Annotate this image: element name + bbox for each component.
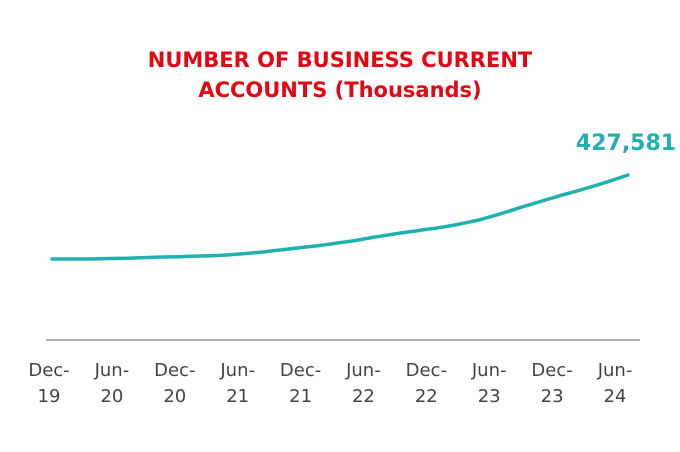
x-tick-month: Jun-: [471, 360, 507, 381]
x-tick-label: Jun- 20: [94, 360, 130, 407]
x-tick-year: 20: [163, 386, 186, 407]
x-tick-year: 24: [604, 386, 627, 407]
x-tick-year: 20: [100, 386, 123, 407]
x-tick-year: 23: [541, 386, 564, 407]
x-tick-year: 23: [478, 386, 501, 407]
x-tick-label: Dec- 23: [531, 360, 572, 407]
x-tick-month: Dec-: [280, 360, 321, 381]
chart-title-line-2: ACCOUNTS (Thousands): [198, 78, 481, 102]
x-tick-label: Jun- 22: [345, 360, 381, 407]
x-tick-labels: Dec-19Jun-20Dec-20Jun-21Dec-21Jun-22Dec-…: [28, 360, 632, 407]
series-line: [50, 173, 630, 261]
x-tick-month: Jun-: [94, 360, 130, 381]
x-tick-label: Jun- 23: [471, 360, 507, 407]
x-tick-year: 21: [289, 386, 312, 407]
x-tick-year: 22: [352, 386, 375, 407]
end-value-label: 427,581: [576, 131, 676, 156]
x-tick-label: Dec- 19: [28, 360, 69, 407]
x-tick-label: Dec- 22: [406, 360, 447, 407]
x-tick-label: Dec- 21: [280, 360, 321, 407]
x-tick-year: 19: [38, 386, 61, 407]
x-tick-label: Jun- 21: [219, 360, 255, 407]
x-tick-month: Jun-: [345, 360, 381, 381]
x-tick-month: Dec-: [531, 360, 572, 381]
x-tick-label: Dec- 20: [154, 360, 195, 407]
x-tick-month: Jun-: [219, 360, 255, 381]
x-tick-month: Jun-: [597, 360, 633, 381]
x-tick-month: Dec-: [406, 360, 447, 381]
chart-title-line-1: NUMBER OF BUSINESS CURRENT: [148, 48, 533, 72]
x-tick-month: Dec-: [28, 360, 69, 381]
x-tick-label: Jun- 24: [597, 360, 633, 407]
x-tick-month: Dec-: [154, 360, 195, 381]
x-tick-year: 22: [415, 386, 438, 407]
x-tick-year: 21: [226, 386, 249, 407]
